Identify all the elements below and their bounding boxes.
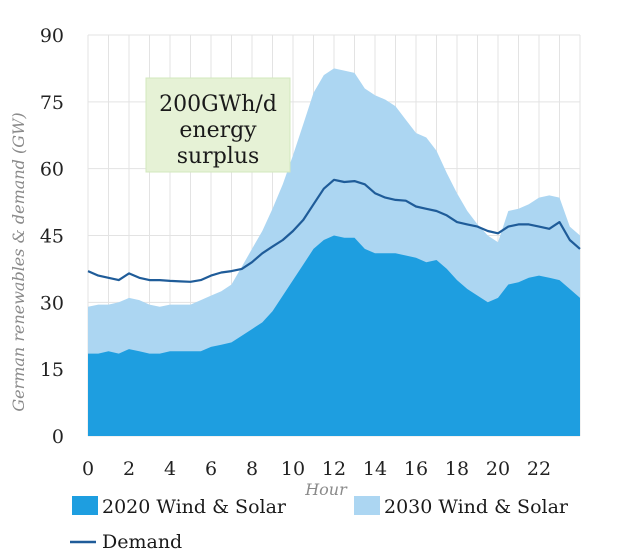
x-tick-label: 16 [404, 458, 428, 480]
area-series [88, 68, 580, 437]
x-tick-label: 12 [322, 458, 346, 480]
y-tick-label: 90 [40, 25, 64, 47]
annotation-line-2: energy [179, 118, 257, 143]
y-tick-label: 45 [40, 226, 64, 248]
x-tick-label: 20 [486, 458, 510, 480]
x-tick-label: 22 [527, 458, 551, 480]
annotation-line-3: surplus [177, 144, 260, 169]
x-tick-label: 8 [246, 458, 258, 480]
legend-label-2030: 2030 Wind & Solar [384, 496, 569, 518]
legend-label-2020: 2020 Wind & Solar [102, 496, 287, 518]
x-tick-label: 14 [363, 458, 387, 480]
y-tick-label: 30 [40, 292, 64, 314]
y-tick-label: 0 [52, 426, 64, 448]
line-series [87, 178, 581, 283]
y-tick-label: 60 [40, 159, 64, 181]
legend-label-demand: Demand [102, 531, 182, 553]
x-tick-label: 4 [164, 458, 176, 480]
y-tick-label: 75 [40, 92, 64, 114]
x-tick-label: 18 [445, 458, 469, 480]
y-axis-title: German renewables & demand (GW) [9, 112, 28, 411]
y-tick-label: 15 [40, 359, 64, 381]
x-tick-label: 10 [281, 458, 305, 480]
legend-swatch-2020 [72, 496, 98, 515]
legend: 2020 Wind & Solar 2030 Wind & Solar Dema… [70, 496, 569, 553]
annotation-line-1: 200GWh/d [159, 92, 277, 117]
annotation-background [145, 77, 291, 173]
x-tick-label: 6 [205, 458, 217, 480]
x-axis-title: Hour [304, 480, 348, 499]
x-tick-label: 0 [82, 458, 94, 480]
area-2020-wind-solar [88, 235, 580, 436]
x-tick-label: 2 [123, 458, 135, 480]
y-tick-labels: 0 15 30 45 60 75 90 [40, 25, 64, 448]
annotation-box: 200GWh/d energy surplus [145, 77, 291, 173]
demand-line [87, 178, 581, 283]
legend-swatch-2030 [354, 496, 380, 515]
x-tick-labels: 0 2 4 6 8 10 12 14 16 18 20 22 [82, 458, 551, 480]
